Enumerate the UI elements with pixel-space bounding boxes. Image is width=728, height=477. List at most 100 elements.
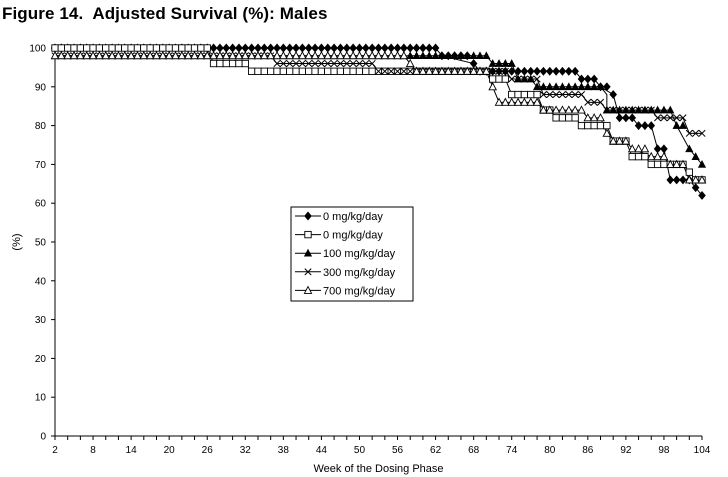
data-point <box>552 82 561 91</box>
data-point <box>489 67 497 75</box>
data-point <box>69 50 79 60</box>
data-point <box>558 91 567 99</box>
data-point <box>679 114 687 122</box>
data-point <box>418 51 428 60</box>
data-point <box>583 113 593 122</box>
data-point <box>164 50 174 60</box>
data-point <box>279 59 287 68</box>
data-point <box>273 59 281 68</box>
data-point <box>412 66 421 75</box>
data-point <box>317 43 326 53</box>
data-point <box>324 59 332 68</box>
data-point <box>178 44 186 52</box>
data-point <box>584 74 592 84</box>
data-point <box>362 43 370 53</box>
data-point <box>158 50 168 60</box>
data-point <box>317 50 326 60</box>
data-point <box>501 59 510 67</box>
legend-label: 0 mg/kg/day <box>323 211 383 223</box>
data-point <box>209 50 218 60</box>
data-point <box>292 67 300 75</box>
data-point <box>615 106 624 114</box>
data-point <box>539 105 548 114</box>
data-point <box>348 50 358 60</box>
data-point <box>310 50 320 60</box>
data-point <box>126 50 136 60</box>
data-point <box>501 67 509 75</box>
series-markers <box>50 43 707 200</box>
data-point <box>450 66 459 75</box>
data-point <box>317 67 326 75</box>
data-point <box>412 43 421 53</box>
data-point <box>121 44 129 52</box>
data-point <box>666 114 674 122</box>
data-point <box>565 114 573 122</box>
data-point <box>635 106 643 114</box>
data-point <box>330 59 338 68</box>
legend-marker <box>303 285 313 294</box>
figure-title: Figure 14. Adjusted Survival (%): Males <box>2 4 328 23</box>
data-point <box>558 114 567 122</box>
data-point <box>533 90 541 99</box>
chart-legend: 0 mg/kg/day 0 mg/kg/day 100 mg/kg/day 300 m… <box>290 206 414 302</box>
data-point <box>292 43 300 53</box>
data-point <box>641 121 649 131</box>
data-point <box>494 59 504 67</box>
legend-item: 100 mg/kg/day <box>295 248 396 260</box>
data-point <box>679 175 687 185</box>
data-point <box>475 51 485 60</box>
data-point <box>342 50 352 60</box>
data-point <box>577 121 586 130</box>
data-point <box>545 66 554 76</box>
data-point <box>653 105 662 114</box>
data-point <box>621 136 631 145</box>
legend-label: 300 mg/kg/day <box>323 267 396 279</box>
data-point <box>76 44 85 52</box>
y-axis-label: (%) <box>11 233 23 250</box>
data-point <box>462 66 472 75</box>
data-point <box>336 67 345 75</box>
data-point <box>336 50 345 60</box>
data-point <box>520 97 529 106</box>
series-markers-700-mg-kg-day-4 <box>50 50 707 184</box>
data-point <box>685 168 693 176</box>
data-point <box>665 159 675 168</box>
data-point <box>571 114 579 122</box>
data-point <box>698 190 706 200</box>
legend-marker <box>304 268 312 276</box>
data-point <box>406 67 414 75</box>
data-point <box>672 175 681 185</box>
data-point <box>329 50 339 60</box>
data-point <box>190 44 199 52</box>
data-point <box>533 75 541 83</box>
data-point <box>286 59 294 68</box>
data-point <box>641 106 649 114</box>
data-point <box>266 43 275 53</box>
data-point <box>660 114 668 122</box>
data-point <box>171 50 180 60</box>
data-point <box>596 82 605 91</box>
data-point <box>482 51 491 60</box>
data-point <box>558 105 567 114</box>
data-point <box>513 97 523 106</box>
data-point <box>684 175 694 184</box>
data-point <box>419 43 427 53</box>
data-point <box>241 43 250 53</box>
data-point <box>355 50 364 60</box>
data-point <box>292 59 300 68</box>
data-point <box>102 44 110 52</box>
data-point <box>596 113 605 122</box>
data-point <box>596 98 605 106</box>
data-point <box>691 175 701 184</box>
data-point <box>697 175 707 184</box>
x-tick-label: 32 <box>240 445 252 456</box>
data-point <box>577 82 586 91</box>
data-point <box>305 67 313 75</box>
data-point <box>488 82 498 91</box>
data-point <box>400 67 408 75</box>
data-point <box>323 50 333 60</box>
data-point <box>583 82 592 91</box>
data-point <box>659 105 669 114</box>
data-point <box>527 75 535 83</box>
data-point <box>362 67 370 75</box>
